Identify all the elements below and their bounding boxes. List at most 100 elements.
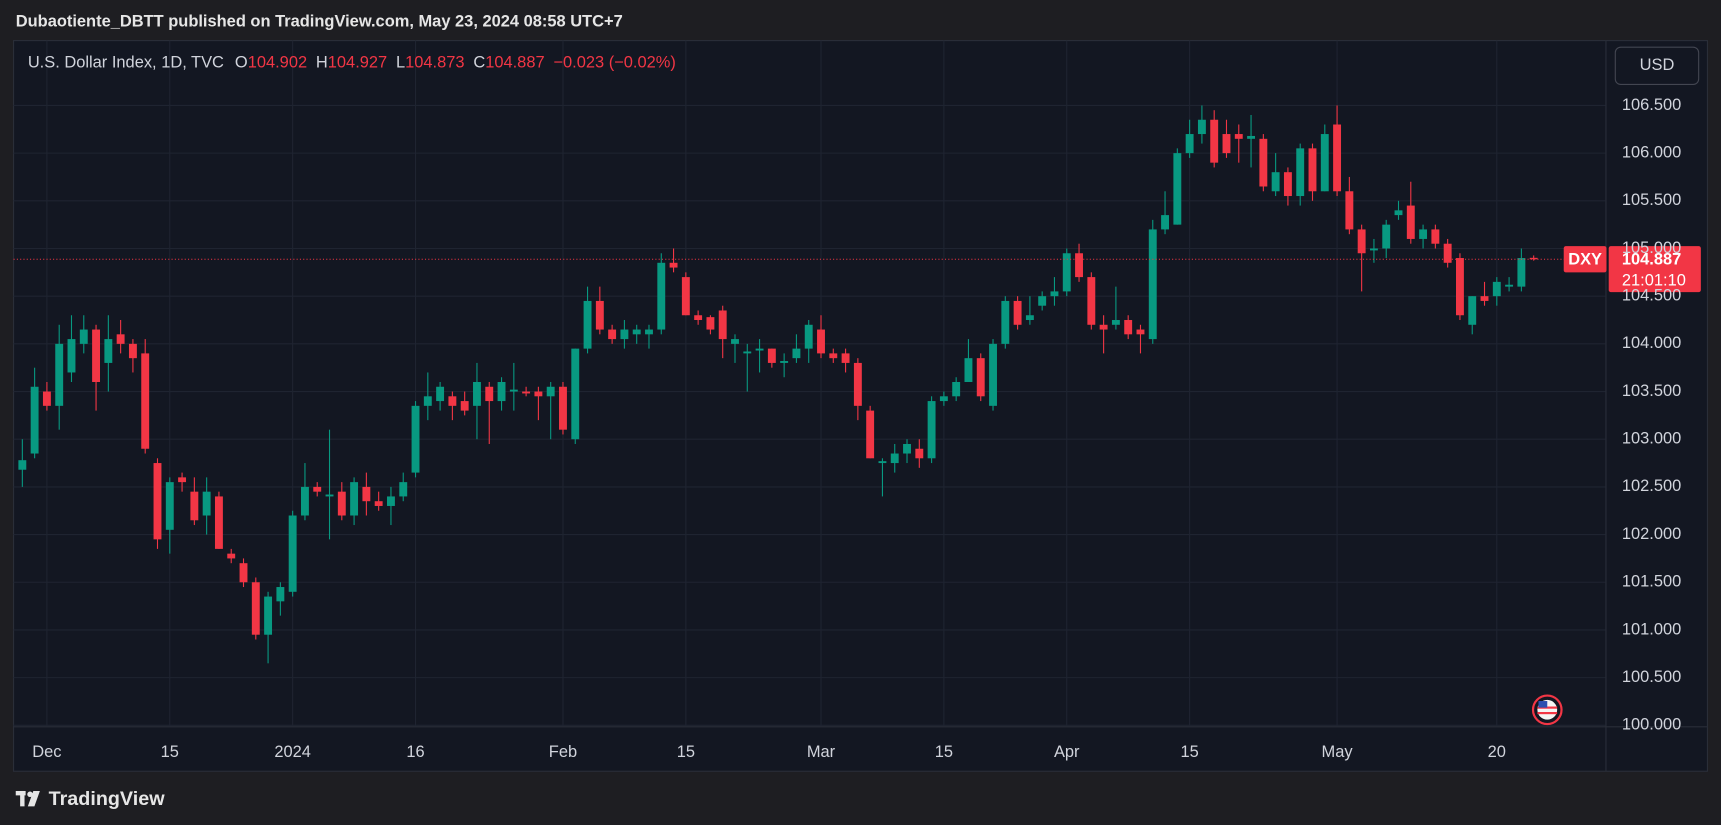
countdown: 21:01:10 [1622,272,1686,290]
candle-body [1308,148,1317,192]
currency-button[interactable] [1614,46,1700,86]
candle-body [1148,229,1157,340]
candle-body [1099,324,1108,330]
chart-frame [13,40,1708,772]
candle-body [251,582,260,635]
price-label: 104.887 [1622,251,1681,269]
candle-body [1062,253,1071,292]
x-tick-label: 16 [406,743,424,761]
candle-body [190,491,199,521]
candle-body [780,361,789,363]
candle-body [1333,124,1342,192]
legend-key: O [235,54,248,72]
x-tick-label: Feb [549,743,577,761]
candle-body [829,353,838,359]
candles [13,105,1606,664]
y-tick-label: 106.500 [1622,96,1681,114]
candle-body [1480,296,1489,301]
candle-body [1075,253,1083,278]
candle-body [608,329,617,340]
candle-body [952,381,961,397]
candle-body [128,343,137,359]
candle-body [743,351,752,354]
candle-body [67,339,76,373]
legend-value: 104.927 [328,54,387,72]
candle-body [313,486,322,492]
candle-body [1161,215,1169,230]
candle-body [939,396,948,402]
candle-body [1296,148,1305,197]
candle-body [989,343,997,406]
legend-key: H [316,54,328,72]
tv-logo [15,790,40,807]
candle-body [878,461,887,464]
candle-body [1431,229,1440,244]
candle-body [1320,134,1329,192]
candle-body [1136,329,1145,335]
candle-body [1419,229,1428,239]
y-tick-label: 105.000 [1622,239,1681,257]
candle-body [337,491,346,516]
candle-body [1173,153,1182,225]
candle-body [583,300,592,349]
candle-body [1087,277,1096,325]
legend-value: 104.873 [405,54,464,72]
candle-body [546,386,555,397]
legend-change: −0.023 (−0.02%) [553,54,675,72]
candle-body [239,563,248,583]
candle-body [853,362,862,406]
legend-value: 104.887 [485,54,544,72]
candle-body [387,496,395,506]
candle-body [767,348,776,363]
symbol-label: DXY [1568,251,1602,269]
candle-body [473,381,481,406]
candle-body [1443,243,1452,263]
y-tick-label: 102.000 [1622,525,1681,543]
candle-body [300,486,309,516]
brand: TradingView [49,788,166,810]
candle-body [448,396,457,406]
candle-body [1210,119,1219,163]
candle-body [141,353,150,449]
candle-body [30,386,39,454]
candle-body [866,410,875,459]
candle-body [595,300,604,330]
candle-body [1271,172,1280,192]
x-tick-label: 2024 [274,743,311,761]
y-tick-label: 101.500 [1622,573,1681,591]
candle-body [202,491,211,516]
candle-body [485,386,494,402]
legend: U.S. Dollar Index, 1D, TVC O104.902 H104.9… [28,54,676,72]
x-tick-label: Mar [807,743,836,761]
currency[interactable]: USD [1640,56,1675,74]
candle-body [1505,284,1514,287]
x-tick-label: 20 [1488,743,1506,761]
candle-body [509,389,518,392]
candle-body [460,401,469,411]
y-tick-label: 103.500 [1622,382,1681,400]
candle-body [817,329,825,354]
candle-body [1038,296,1047,306]
candle-body [497,381,506,402]
x-tick-label: May [1322,743,1354,761]
candle-body [1517,258,1526,287]
candle-body [1025,315,1034,321]
price-label-layer: DXY 104.887 21:01:10 [1563,246,1701,293]
candle-body [42,391,51,406]
candle-body [165,482,174,530]
candle-body [79,329,88,344]
candle-body [1357,229,1366,254]
candle-body [153,463,162,540]
candle-body [1382,224,1391,249]
candle-body [1468,296,1477,325]
candle-body [1529,257,1538,260]
candle-body [657,262,666,330]
candle-body [1222,134,1231,154]
candle-body [559,386,567,430]
y-tick-label: 101.000 [1622,620,1681,638]
candle-body [436,386,445,402]
candle-body [755,348,764,351]
candle-body [55,343,64,406]
